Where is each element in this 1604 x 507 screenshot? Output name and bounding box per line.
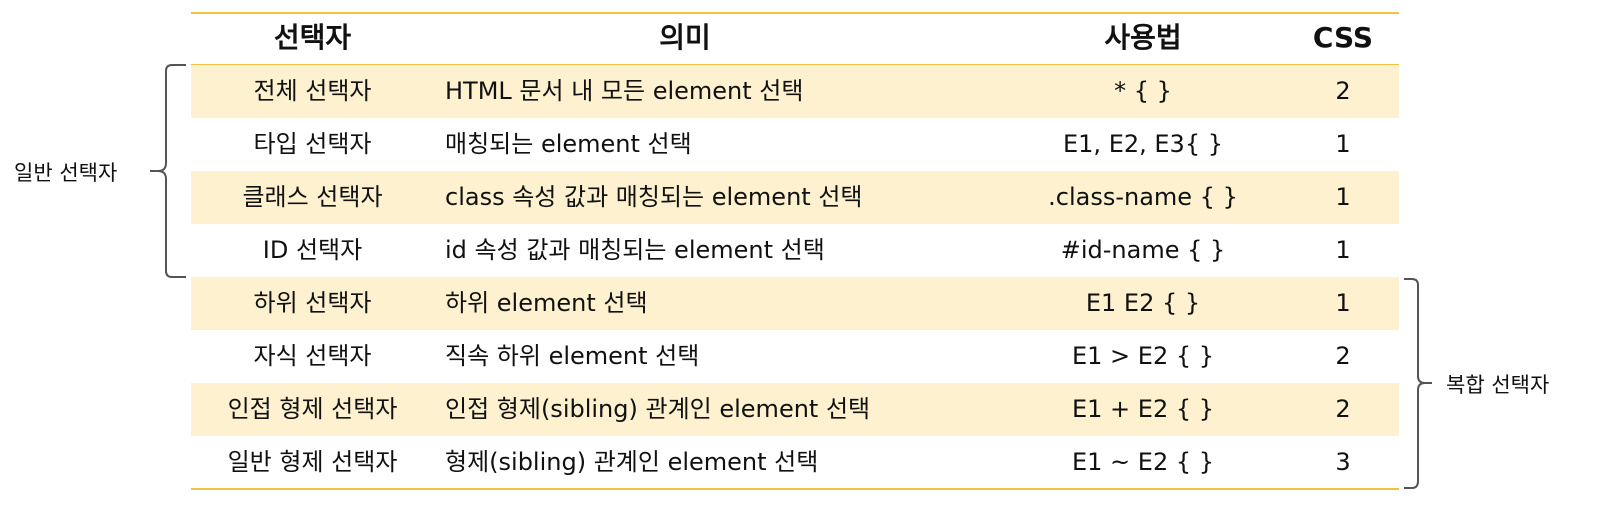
selector-name: ID 선택자 — [262, 236, 363, 264]
css-level: 1 — [1335, 236, 1351, 264]
selector-usage: .class-name { } — [1048, 183, 1238, 211]
table-header: 선택자 의미 사용법 CSS — [191, 14, 1399, 64]
selector-meaning: 직속 하위 element 선택 — [445, 342, 700, 370]
css-level: 3 — [1335, 448, 1351, 476]
header-selector: 선택자 — [273, 21, 352, 54]
table-row: 인접 형제 선택자 인접 형제(sibling) 관계인 element 선택 … — [191, 383, 1399, 436]
selector-meaning: 하위 element 선택 — [445, 289, 648, 317]
css-level: 1 — [1335, 183, 1351, 211]
table-row: ID 선택자 id 속성 값과 매칭되는 element 선택 #id-name… — [191, 224, 1399, 277]
selector-name: 인접 형제 선택자 — [227, 395, 398, 423]
table-bottom-rule — [191, 488, 1399, 490]
selector-meaning: id 속성 값과 매칭되는 element 선택 — [445, 236, 825, 264]
selector-name: 전체 선택자 — [253, 77, 372, 105]
header-meaning: 의미 — [659, 21, 711, 54]
selector-name: 클래스 선택자 — [242, 183, 383, 211]
selector-name: 일반 형제 선택자 — [227, 448, 398, 476]
selector-usage: E1 ~ E2 { } — [1071, 448, 1215, 476]
compound-group-bracket — [1404, 278, 1432, 489]
table-row: 타입 선택자 매칭되는 element 선택 E1, E2, E3{ } 1 — [191, 118, 1399, 171]
css-level: 1 — [1335, 289, 1351, 317]
selector-usage: #id-name { } — [1060, 236, 1226, 264]
header-css: CSS — [1312, 21, 1374, 54]
css-level: 2 — [1335, 395, 1351, 423]
table-row: 하위 선택자 하위 element 선택 E1 E2 { } 1 — [191, 277, 1399, 330]
table-row: 자식 선택자 직속 하위 element 선택 E1 > E2 { } 2 — [191, 330, 1399, 383]
selector-usage: E1 + E2 { } — [1071, 395, 1215, 423]
selector-name: 타입 선택자 — [253, 130, 372, 158]
table-row: 전체 선택자 HTML 문서 내 모든 element 선택 * { } 2 — [191, 65, 1399, 118]
header-usage: 사용법 — [1104, 21, 1182, 54]
selector-usage: E1 > E2 { } — [1071, 342, 1215, 370]
table-top-rule — [191, 12, 1399, 14]
selector-usage: * { } — [1114, 77, 1172, 105]
css-level: 1 — [1335, 130, 1351, 158]
table-row: 일반 형제 선택자 형제(sibling) 관계인 element 선택 E1 … — [191, 436, 1399, 489]
compound-selectors-label: 복합 선택자 — [1446, 373, 1550, 397]
selector-meaning: HTML 문서 내 모든 element 선택 — [445, 77, 804, 105]
selector-usage: E1, E2, E3{ } — [1063, 130, 1223, 158]
general-group-bracket — [150, 64, 186, 278]
css-level: 2 — [1335, 77, 1351, 105]
selector-meaning: 형제(sibling) 관계인 element 선택 — [445, 448, 819, 476]
selector-usage: E1 E2 { } — [1085, 289, 1201, 317]
table-row: 클래스 선택자 class 속성 값과 매칭되는 element 선택 .cla… — [191, 171, 1399, 224]
selector-meaning: 인접 형제(sibling) 관계인 element 선택 — [445, 395, 871, 423]
selector-name: 자식 선택자 — [253, 342, 372, 370]
selector-meaning: 매칭되는 element 선택 — [445, 130, 692, 158]
general-selectors-label: 일반 선택자 — [14, 161, 118, 185]
css-level: 2 — [1335, 342, 1351, 370]
selector-meaning: class 속성 값과 매칭되는 element 선택 — [445, 183, 863, 211]
selector-name: 하위 선택자 — [253, 289, 372, 317]
